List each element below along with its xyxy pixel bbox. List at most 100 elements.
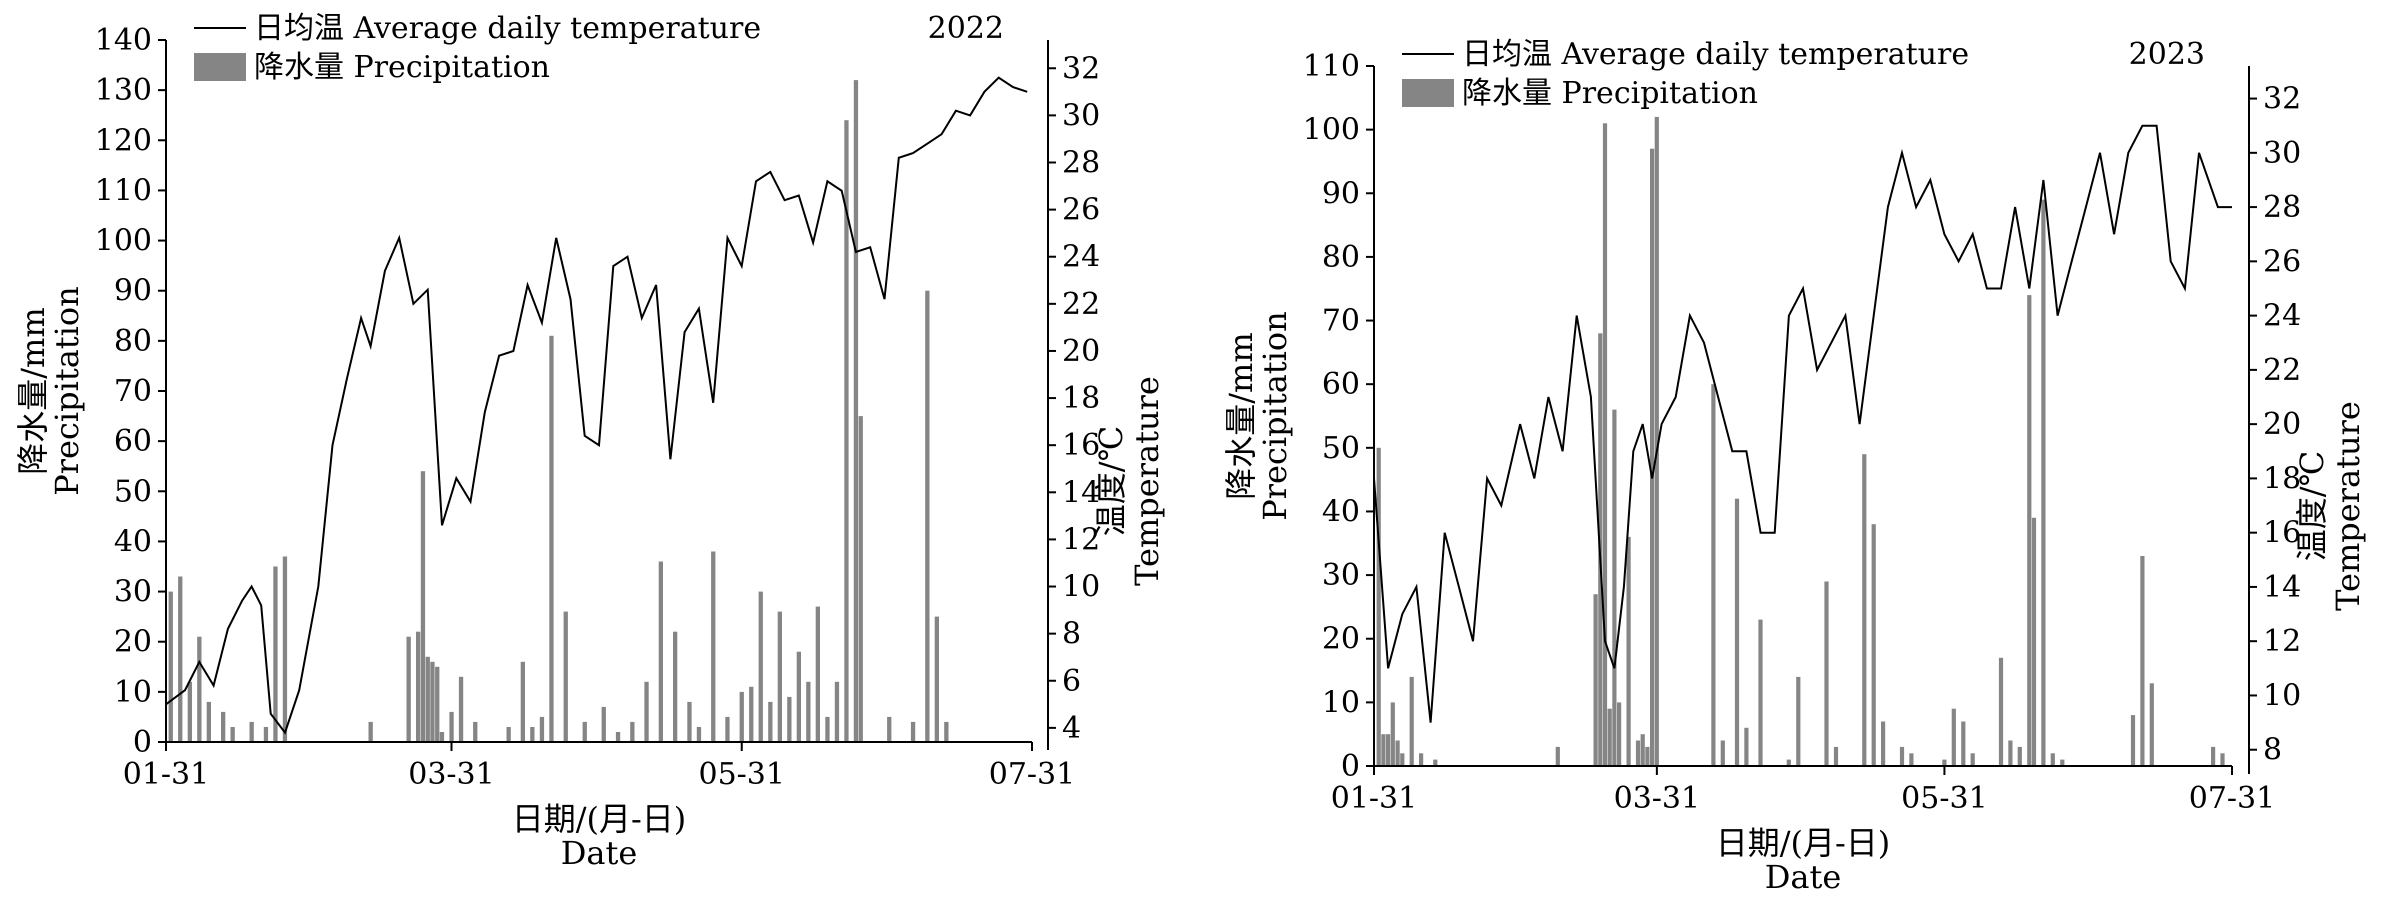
- chart1-precipitation-bar: [858, 416, 863, 742]
- chart1-x-tick-label: 01-31: [123, 757, 209, 792]
- chart1-precipitation-bar: [430, 661, 435, 742]
- chart1-left-tick-label: 60: [114, 424, 152, 459]
- chart1-precipitation-bar: [221, 711, 226, 742]
- chart1-precipitation-bar: [925, 290, 930, 742]
- chart1-left-tick-label: 20: [114, 625, 152, 660]
- chart1-right-axis-title-en: Temperature: [1128, 376, 1166, 586]
- chart2-precipitation-bar: [1602, 123, 1608, 767]
- chart2-precipitation-bar: [2031, 517, 2037, 766]
- chart1-precipitation-bar: [711, 551, 716, 742]
- chart1-legend-bar-label: 降水量 Precipitation: [254, 50, 550, 85]
- chart2-precipitation-bar: [1617, 702, 1622, 766]
- chart2-precipitation-bar: [2149, 683, 2154, 766]
- chart1-x-tick-label: 07-31: [989, 757, 1075, 792]
- chart1-left-axis-title-en: Precipitation: [48, 286, 86, 496]
- chart1-left-tick-label: 70: [114, 374, 152, 409]
- chart2-left-tick-label: 100: [1303, 113, 1360, 148]
- chart2-precipitation-bar: [1951, 708, 1956, 766]
- chart2-right-tick-label: 18: [2263, 461, 2301, 496]
- chart1-precipitation-bar: [601, 706, 606, 742]
- chart1-left-tick-label: 130: [95, 73, 152, 108]
- chart2-precipitation-bar: [1390, 702, 1395, 766]
- chart1-precipitation-bar: [439, 732, 445, 742]
- chart2-precipitation-bar: [1635, 740, 1641, 766]
- chart2-precipitation-bar: [1998, 657, 2004, 766]
- chart2-x-axis-title: 日期/(月-日): [1716, 824, 1891, 862]
- chart2-precipitation-bar: [1871, 524, 1876, 766]
- chart2-left-tick-label: 80: [1322, 240, 1360, 275]
- chart1-right-tick-label: 12: [1062, 522, 1100, 557]
- chart1-precipitation-bar: [749, 686, 754, 742]
- chart2-precipitation-bar: [1881, 721, 1886, 766]
- chart1-right-axis-title: 温度/℃: [1092, 426, 1130, 537]
- chart2-precipitation-bar: [2050, 753, 2055, 766]
- chart2-precipitation-bar: [1381, 734, 1386, 766]
- chart2-right-tick-label: 30: [2263, 136, 2301, 171]
- chart2-precipitation-bar: [1645, 746, 1650, 766]
- chart2-right-tick-label: 8: [2263, 733, 2282, 768]
- chart1-x-tick-label: 03-31: [408, 757, 494, 792]
- chart1-right-tick-label: 16: [1062, 428, 1100, 463]
- chart1-right-tick-label: 30: [1062, 98, 1100, 133]
- chart2-left-tick-label: 70: [1322, 304, 1360, 339]
- chart1-right-tick-label: 32: [1062, 51, 1100, 86]
- chart1-precipitation-bar: [458, 676, 464, 742]
- chart1-precipitation-bar: [934, 616, 939, 742]
- chart2-precipitation-bar: [2220, 753, 2225, 766]
- chart1-right-tick-label: 10: [1062, 570, 1100, 605]
- chart1-right-tick-label: 22: [1062, 287, 1100, 322]
- chart2-left-tick-label: 30: [1322, 558, 1360, 593]
- chart1-precipitation-bar: [520, 661, 525, 742]
- chart2-legend-bar-swatch: [1402, 79, 1454, 107]
- chart2-precipitation-bar: [1593, 594, 1598, 766]
- chart1-precipitation-bar: [834, 681, 840, 742]
- chart2-left-tick-label: 110: [1303, 49, 1360, 84]
- chart1-left-tick-label: 80: [114, 324, 152, 359]
- chart2-right-tick-label: 32: [2263, 82, 2301, 117]
- chart1-x-axis-title-en: Date: [561, 834, 638, 872]
- chart2-precipitation-bar: [1612, 409, 1617, 766]
- chart1-precipitation-bar: [530, 727, 535, 742]
- chart2-left-axis-title-en: Precipitation: [1256, 311, 1294, 521]
- chart2-precipitation-bar: [1555, 746, 1560, 766]
- chart2-precipitation-bar: [1400, 753, 1405, 766]
- chart2-x-tick-label: 07-31: [2189, 781, 2275, 816]
- chart2-precipitation-bar: [1796, 676, 1801, 766]
- chart2-precipitation-bar: [1650, 148, 1655, 766]
- chart1-right-tick-label: 28: [1062, 145, 1100, 180]
- chart1-precipitation-bar: [673, 631, 678, 742]
- chart1-precipitation-bar: [187, 681, 192, 742]
- chart2-x-tick-label: 03-31: [1614, 781, 1700, 816]
- chart2-right-tick-label: 14: [2263, 570, 2301, 605]
- chart1-right-tick-label: 26: [1062, 193, 1100, 228]
- chart2-right-tick-label: 22: [2263, 353, 2301, 388]
- chart1-precipitation-bar: [473, 721, 478, 742]
- chart1-precipitation-bar: [787, 696, 792, 742]
- chart2-precipitation-bar: [1824, 581, 1829, 766]
- chart1-precipitation-bar: [725, 716, 730, 742]
- chart1-precipitation-bar: [178, 576, 183, 742]
- chart2-precipitation-bar: [2017, 746, 2022, 766]
- chart1-precipitation-bar: [615, 732, 621, 742]
- chart1-precipitation-bar: [644, 681, 649, 742]
- chart2-precipitation-bar: [1961, 721, 1966, 766]
- chart1-precipitation-bar: [582, 721, 587, 742]
- chart2-left-tick-label: 50: [1322, 431, 1360, 466]
- chart1-left-tick-label: 90: [114, 274, 152, 309]
- chart2-precipitation-bar: [2041, 199, 2046, 767]
- chart2-left-tick-label: 0: [1341, 749, 1360, 784]
- chart1-precipitation-bar: [549, 335, 554, 742]
- chart1-precipitation-bar: [282, 556, 288, 742]
- chart2-precipitation-bar: [1433, 759, 1438, 766]
- chart2-right-tick-label: 12: [2263, 624, 2301, 659]
- chart2-x-tick-label: 01-31: [1331, 781, 1417, 816]
- chart1-precipitation-bar: [449, 711, 454, 742]
- chart2-precipitation-bar: [1409, 676, 1414, 766]
- chart1-precipitation-bar: [168, 591, 173, 742]
- chart1-precipitation-bar: [273, 566, 278, 742]
- chart2-precipitation-bar: [1744, 727, 1749, 766]
- chart1-precipitation-bar: [406, 636, 411, 742]
- chart1-left-tick-label: 40: [114, 524, 152, 559]
- chart2-right-axis-title-en: Temperature: [2329, 401, 2367, 611]
- chart1-precipitation-bar: [806, 681, 811, 742]
